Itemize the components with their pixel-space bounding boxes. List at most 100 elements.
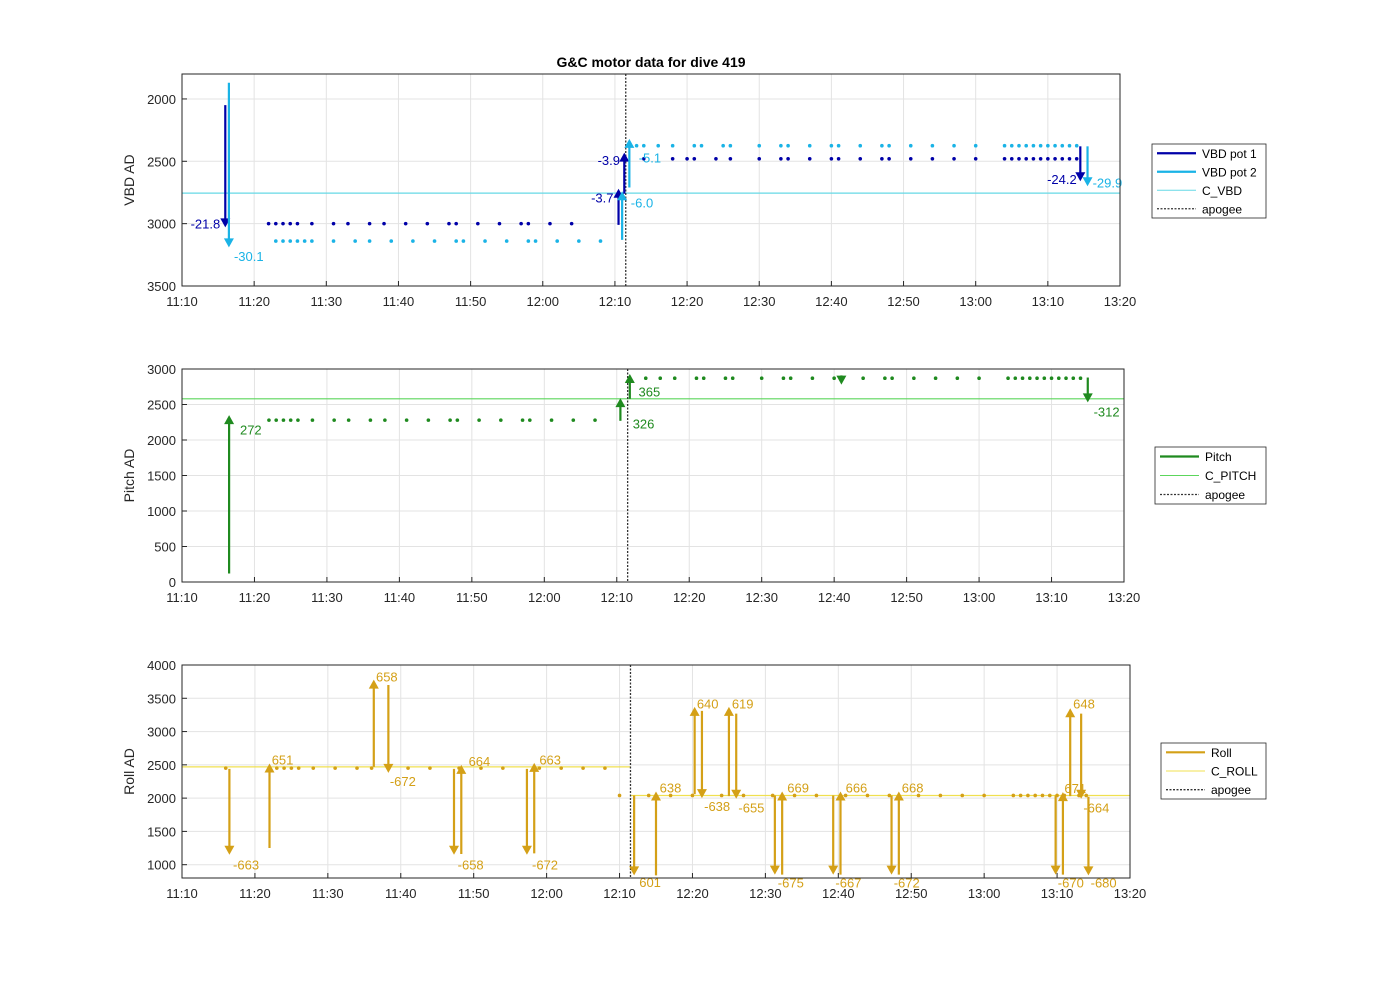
data-point [670,143,675,148]
data-point [952,157,956,161]
y-tick-label: 3000 [147,217,176,232]
data-label: -312 [1094,405,1120,420]
x-tick-label: 11:40 [385,886,417,901]
data-point [723,376,728,381]
data-point [577,239,581,243]
legend-label: apogee [1205,488,1245,502]
arrow-head [223,238,234,248]
data-label: -655 [738,800,764,815]
data-label: -3.9 [598,153,620,168]
arrow-head [1083,866,1094,876]
data-point [598,239,603,243]
data-point [1056,376,1061,381]
y-tick-label: 2000 [147,433,176,448]
data-point [757,143,762,148]
y-tick-label: 3000 [147,362,176,377]
arrow-head [769,865,780,875]
data-point [982,793,986,798]
data-point [282,766,286,770]
data-point [389,239,394,243]
data-point [770,793,775,798]
data-point [454,239,458,243]
y-tick-label: 2000 [147,791,176,806]
data-point [559,766,563,770]
data-label: 272 [240,422,262,437]
data-label: 638 [660,780,682,795]
data-point [1024,143,1028,148]
data-point [685,157,689,161]
x-tick-label: 11:10 [166,590,198,605]
vbd-panel: -21.8 -30.1 -3.7 -6.0 -3.9 -5.1 -24.2 -29.9 11:1… [121,73,1267,309]
y-tick-label: 2500 [147,154,176,169]
data-point [829,157,834,161]
data-point [1002,157,1007,161]
data-point [890,376,894,381]
arrow-head [689,706,700,716]
data-label: -24.2 [1047,172,1077,187]
data-point [861,376,865,381]
data-label: -21.8 [191,217,221,232]
data-point [1013,376,1018,381]
x-tick-label: 12:00 [530,886,563,901]
x-tick-label: 13:20 [1108,590,1141,605]
data-point [887,143,891,148]
data-point [367,221,372,226]
arrow-head [696,789,707,799]
data-point [411,239,415,243]
data-point [865,793,870,798]
data-point [548,221,552,226]
data-point [383,418,387,422]
x-tick-label: 12:50 [895,886,928,901]
data-point [281,239,285,243]
x-tick-label: 12:40 [822,886,855,901]
x-tick-label: 13:00 [959,294,992,309]
data-point [369,766,374,770]
arrow-head [1082,393,1093,403]
data-point [1053,143,1057,148]
x-tick-label: 12:30 [743,294,776,309]
data-point [741,793,746,798]
data-point [426,418,431,422]
data-point [672,376,677,381]
x-tick-label: 13:20 [1114,886,1147,901]
data-point [454,221,458,226]
data-point [933,376,938,381]
data-point [730,376,735,381]
arrow-head [835,791,846,801]
data-point [382,221,386,226]
x-tick-label: 11:10 [166,886,198,901]
arrow-head [828,865,839,875]
data-label: 648 [1073,697,1095,712]
data-point [267,418,271,422]
figure-title: G&C motor data for dive 419 [556,54,745,70]
roll-panel: -663 651 658 -672 -658 664 -672 663 601 638 640 -63… [121,658,1267,901]
data-point [1011,793,1016,798]
arrow-head [617,191,628,201]
data-label: -667 [835,876,861,891]
data-label: 669 [787,780,809,795]
data-point [807,143,812,148]
data-point [858,143,863,148]
data-point [367,239,372,243]
data-point [807,157,812,161]
data-point [1009,143,1014,148]
legend-label: Roll [1211,746,1232,760]
data-point [670,157,675,161]
data-label: -5.1 [639,151,661,166]
x-tick-label: 12:00 [526,294,559,309]
data-point [814,793,819,798]
arrow-head [651,791,661,801]
data-label: -29.9 [1093,175,1123,190]
x-tick-label: 11:30 [311,294,343,309]
x-tick-label: 11:40 [384,590,416,605]
data-point [690,793,695,798]
data-point [1033,793,1037,798]
y-axis-label: Pitch AD [121,449,137,503]
data-point [792,793,797,798]
data-point [1024,157,1028,161]
data-point [786,157,790,161]
x-tick-label: 11:20 [238,294,270,309]
data-point [641,157,646,161]
plot-area [182,74,1120,286]
data-point [455,418,460,422]
